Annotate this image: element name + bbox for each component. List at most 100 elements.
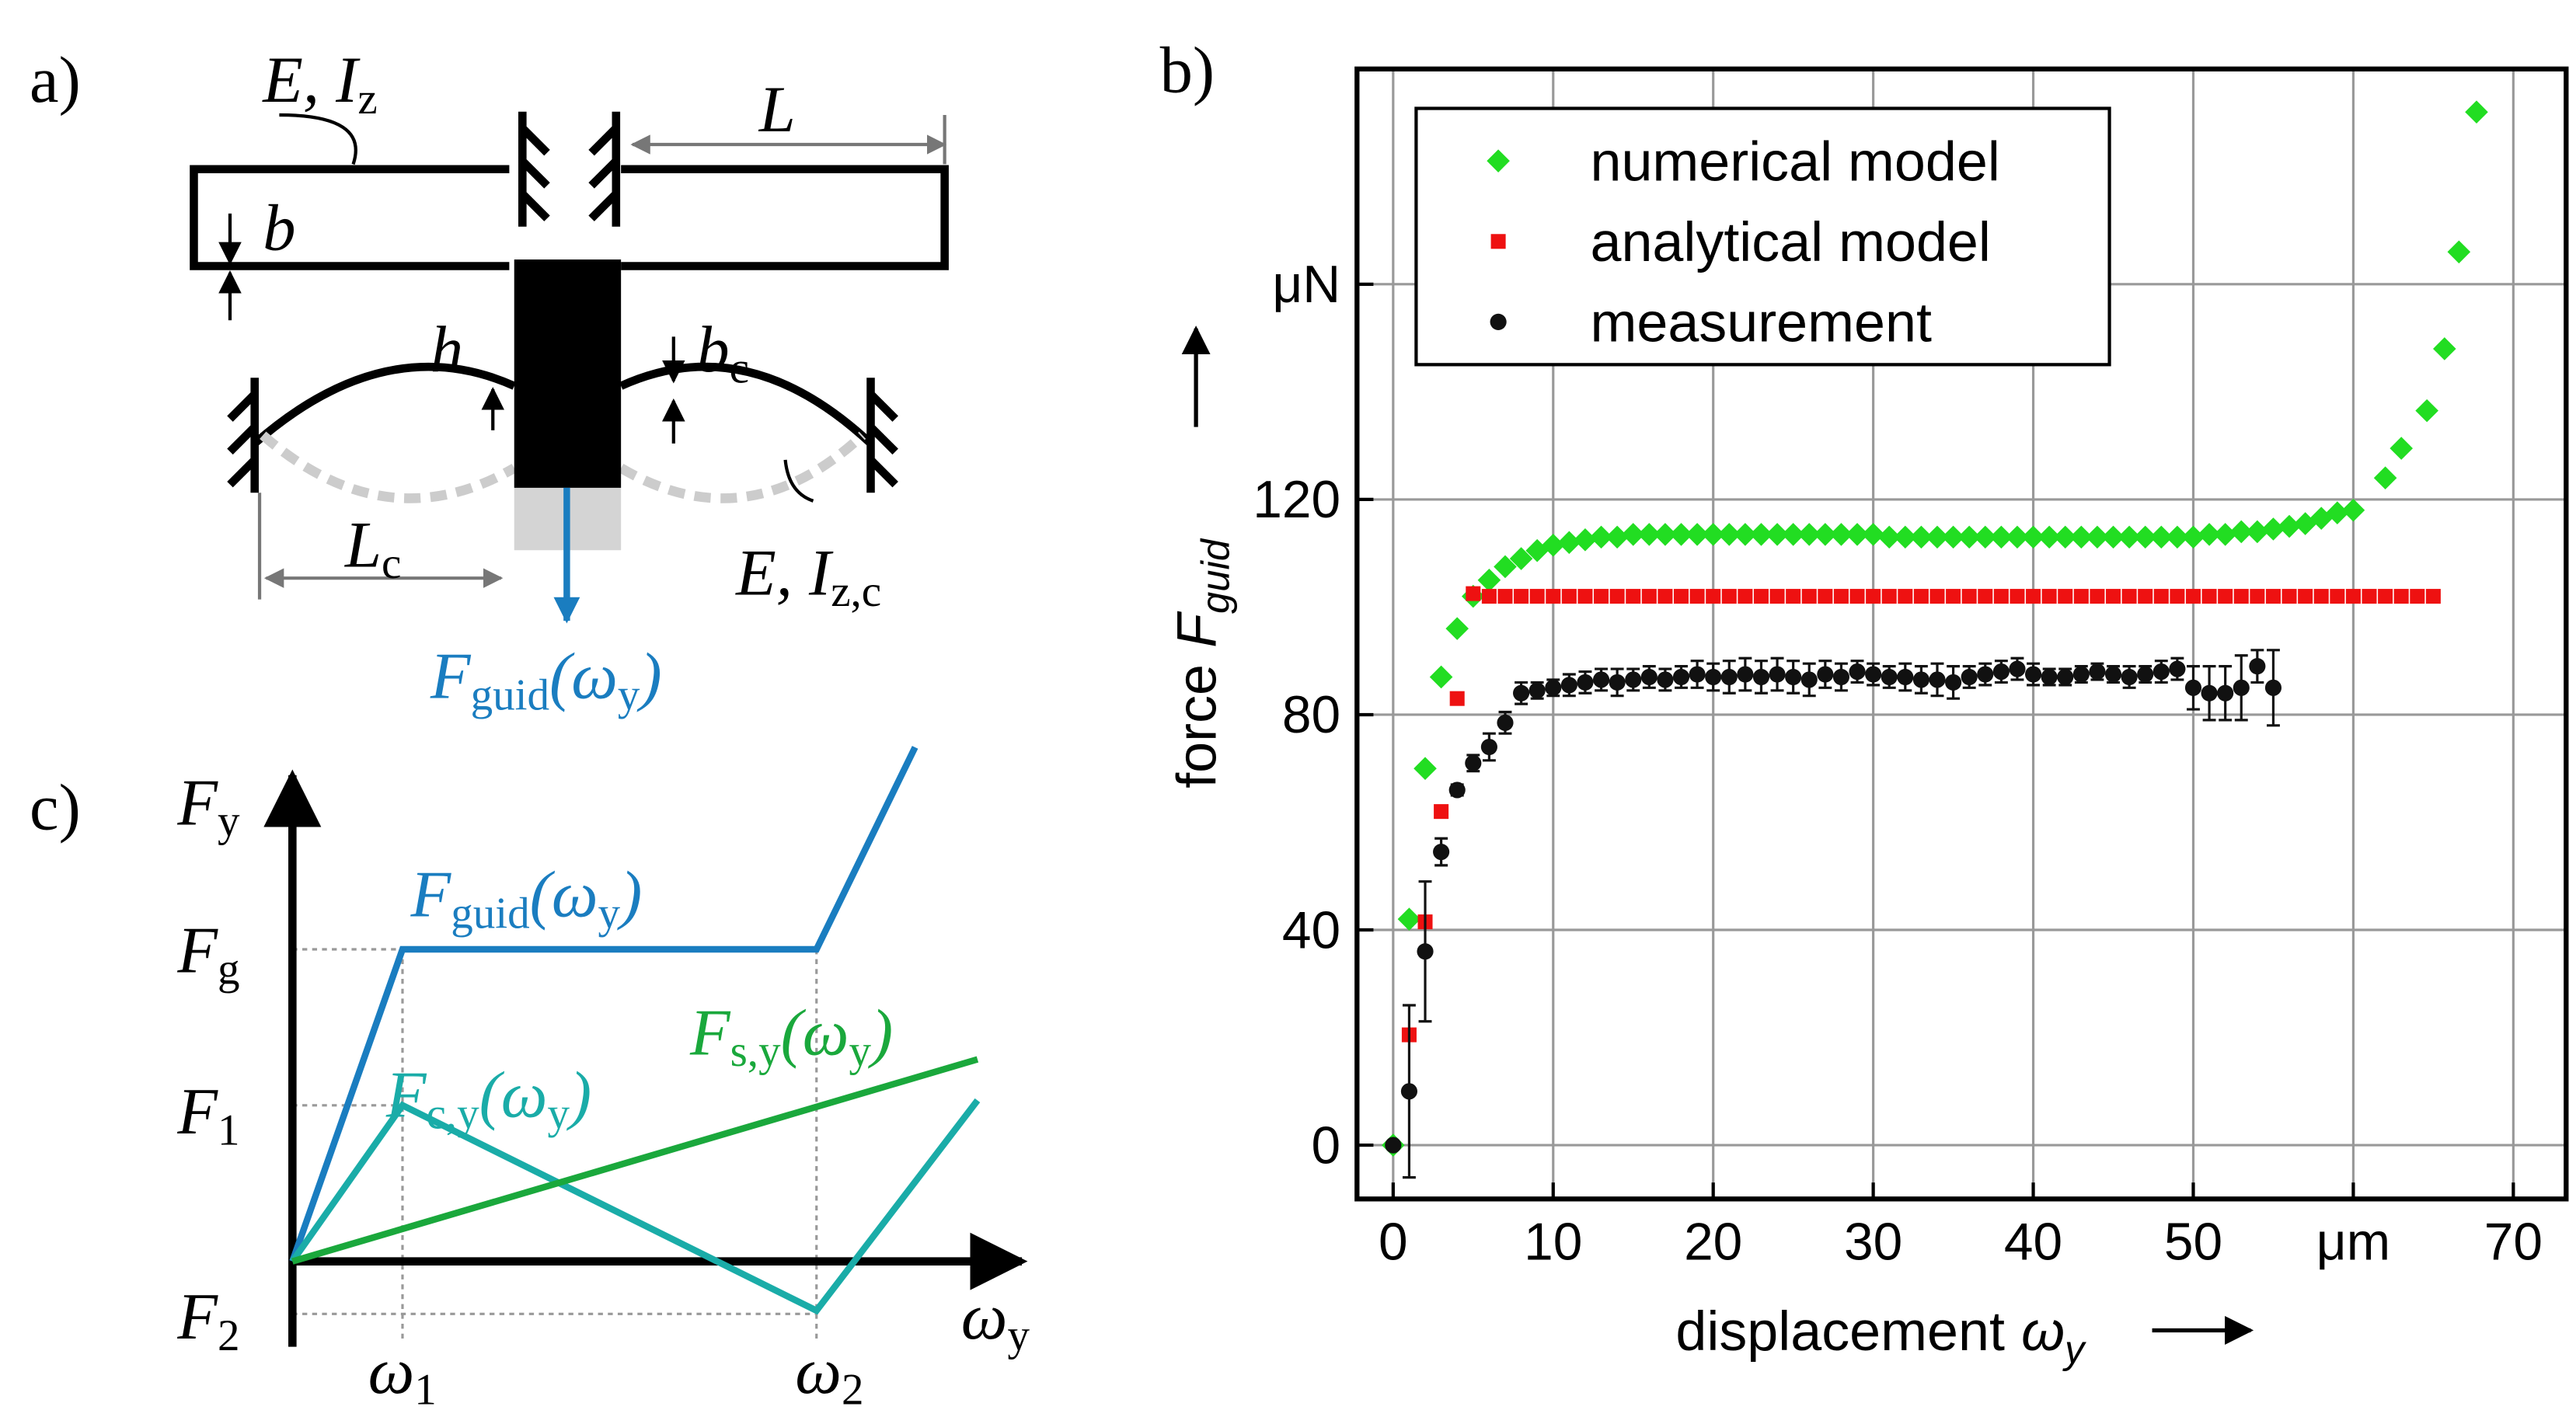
data-point (1978, 589, 1993, 604)
data-point (1721, 589, 1737, 604)
data-point (2037, 525, 2061, 549)
symbol: ) (868, 997, 893, 1069)
data-point (2089, 663, 2106, 681)
data-point (1673, 589, 1689, 604)
y-axis-label: force Fguid (1166, 538, 1237, 789)
diagram-label: F2 (176, 1281, 239, 1360)
x-tick-label: 0 (1379, 1213, 1408, 1272)
data-point (1961, 589, 1977, 604)
data-point (1672, 668, 1690, 686)
symbol: F (689, 997, 731, 1069)
data-point (1577, 589, 1593, 604)
legend-label: analytical model (1591, 211, 1991, 273)
data-point (2281, 589, 2297, 604)
data-point (2153, 589, 2169, 604)
data-point (1913, 589, 1929, 604)
data-point (1546, 589, 1561, 604)
data-point (1513, 684, 1530, 702)
data-point (1945, 674, 1962, 691)
data-point (2072, 666, 2090, 683)
data-point (1445, 617, 1469, 640)
data-point (1706, 589, 1721, 604)
legend-marker (1490, 313, 1507, 330)
data-point (1786, 589, 1801, 604)
data-point (1400, 1083, 1417, 1100)
panel-label: a) (30, 44, 81, 117)
wall (518, 111, 550, 227)
data-point (1609, 589, 1625, 604)
diagram-label: h (430, 314, 463, 386)
legend-box (1414, 106, 2111, 367)
data-point (1881, 589, 1897, 604)
data-point (1385, 1137, 1402, 1154)
data-point (2169, 660, 2186, 677)
data-point (1992, 663, 2010, 681)
y-tick-label: μN (1272, 256, 1340, 314)
symbol: ω (368, 1335, 415, 1408)
curve (289, 1098, 981, 1315)
data-point (1429, 665, 1453, 689)
data-point (2138, 589, 2153, 604)
data-point (2053, 525, 2077, 549)
data-point (1494, 555, 1517, 579)
plot-frame (1354, 66, 2569, 1202)
data-point (1626, 589, 1641, 604)
data-point (2326, 501, 2349, 525)
diagram-label: L (758, 74, 796, 146)
data-point (1989, 525, 2013, 549)
subscript: c,y (426, 1089, 479, 1138)
symbol: (ω (479, 1060, 548, 1132)
data-point (2073, 589, 2089, 604)
x-tick-label: 40 (2004, 1213, 2062, 1272)
x-tick-label: 20 (1684, 1213, 1742, 1272)
data-point (2313, 589, 2329, 604)
data-point (1818, 589, 1833, 604)
data-point (1894, 525, 1917, 549)
legend-marker (1490, 234, 1506, 249)
symbol: (ω (530, 859, 598, 931)
x-tick-label: 30 (1844, 1213, 1902, 1272)
data-point (1480, 738, 1497, 756)
data-point (2024, 666, 2042, 683)
deformed-beam (260, 431, 866, 503)
symbol: F (176, 915, 218, 987)
data-point (1977, 666, 1994, 683)
data-point (1866, 589, 1881, 604)
data-point (1637, 523, 1661, 546)
data-point (2006, 525, 2029, 549)
data-point (2058, 589, 2073, 604)
subscript: y (849, 1027, 871, 1076)
data-point (1514, 589, 1529, 604)
data-point (1529, 589, 1545, 604)
data-point (1800, 671, 1818, 688)
data-point (1449, 691, 1465, 706)
data-point (1861, 523, 1885, 546)
panel-label: c) (30, 772, 81, 844)
data-point (1993, 589, 2009, 604)
data-point (1849, 589, 1865, 604)
data-point (1529, 682, 1546, 699)
diagram-label: Fguid(ωy) (430, 641, 662, 720)
data-point (2041, 668, 2058, 686)
data-point (2425, 589, 2441, 604)
data-point (2390, 437, 2414, 460)
symbol: ) (566, 1060, 591, 1132)
curve (291, 1056, 979, 1265)
data-point (1589, 525, 1613, 549)
y-tick-label: 120 (1253, 471, 1340, 529)
data-point (1640, 668, 1657, 686)
data-point (2373, 466, 2397, 489)
data-point (1814, 523, 1837, 546)
diagram-a (190, 111, 949, 624)
data-point (2278, 514, 2301, 538)
guide (292, 948, 818, 1339)
symbol: (ω (549, 641, 618, 713)
data-point (1541, 533, 1565, 557)
data-point (1545, 679, 1562, 696)
symbol: E, I (735, 537, 834, 609)
data-point (1929, 589, 1945, 604)
data-point (1433, 844, 1450, 861)
diagram-label: Fc,y(ωy) (385, 1060, 591, 1139)
subscript: y (598, 889, 621, 938)
data-point (2185, 589, 2201, 604)
